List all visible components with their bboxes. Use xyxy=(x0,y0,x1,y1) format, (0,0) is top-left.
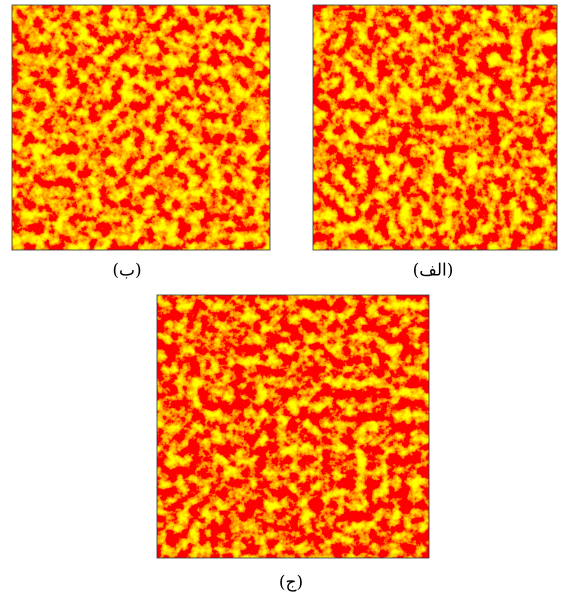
caption: (الف) xyxy=(413,261,454,281)
image-border xyxy=(312,4,558,251)
image-jim xyxy=(157,295,429,558)
image-alef xyxy=(313,5,557,250)
caption: (ب) xyxy=(112,261,141,281)
image-border xyxy=(11,4,271,251)
caption: (ج) xyxy=(279,573,303,593)
image-b xyxy=(11,4,271,251)
image-border xyxy=(156,294,430,559)
